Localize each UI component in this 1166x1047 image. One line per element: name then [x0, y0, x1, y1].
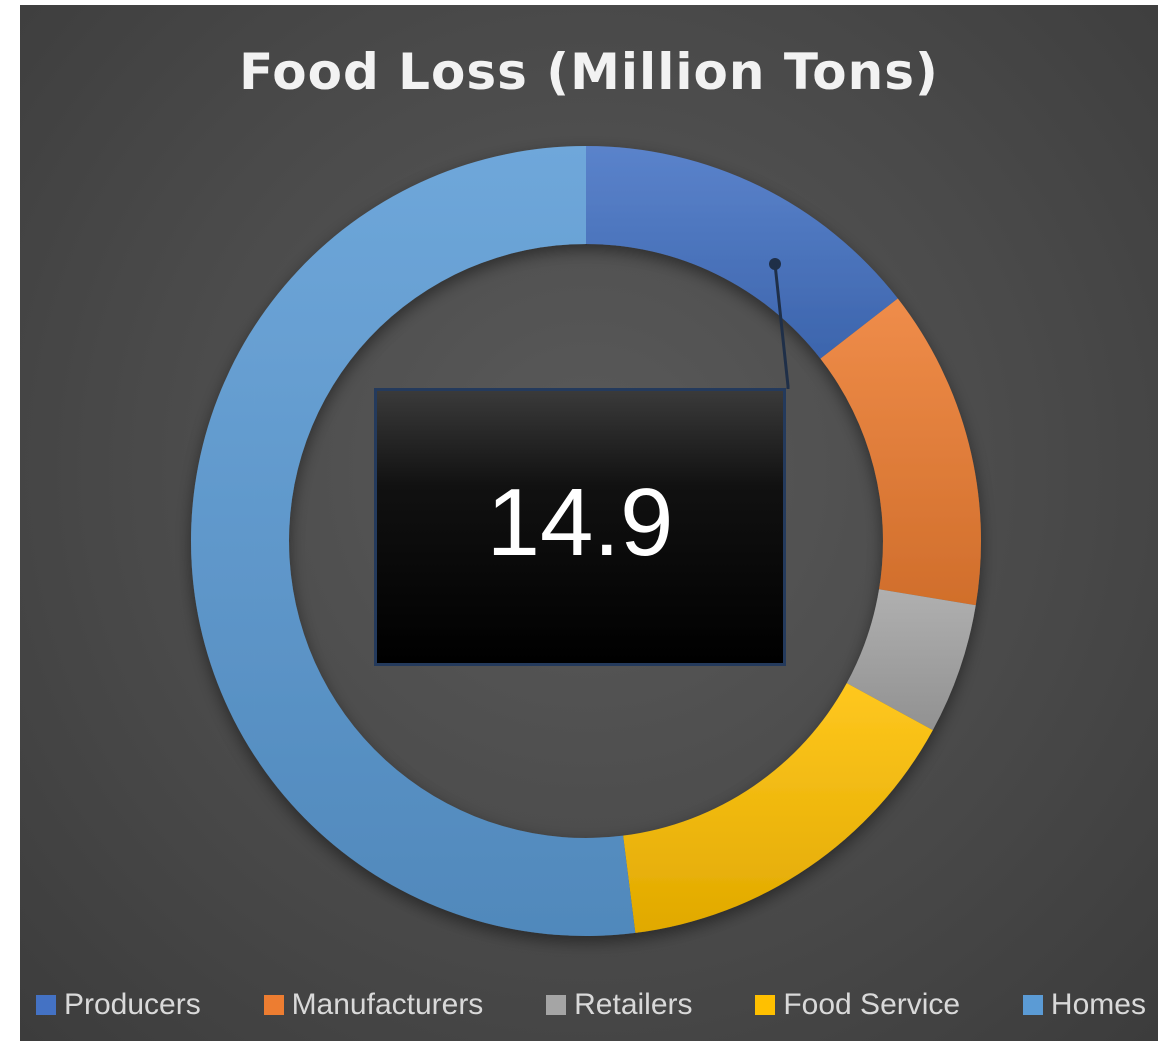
donut-slice-shading	[586, 146, 898, 359]
chart-area: Food Loss (Million Tons) 14.9 Producers M…	[20, 5, 1158, 1041]
donut-slice-shading	[846, 589, 976, 731]
leader-line	[773, 263, 790, 389]
legend-label: Homes	[1050, 988, 1146, 1021]
data-label-callout: 14.9	[374, 388, 786, 666]
legend-label: Manufacturers	[291, 988, 484, 1021]
legend-swatch	[1022, 995, 1043, 1015]
chart-title: Food Loss (Million Tons)	[239, 43, 939, 101]
donut-chart	[191, 146, 981, 936]
donut-slice-shading	[623, 683, 933, 933]
data-label-producers: 14.9	[486, 469, 674, 576]
legend-item-producers: Producers	[36, 988, 201, 1022]
legend-label: Retailers	[574, 988, 693, 1021]
legend-swatch	[755, 995, 776, 1015]
legend-item-food-service: Food Service	[755, 988, 960, 1022]
legend-label: Producers	[64, 988, 201, 1021]
data-label-leader-line	[769, 258, 790, 389]
legend-swatch	[546, 995, 567, 1015]
legend: Producers Manufacturers Retailers Food Serv…	[20, 980, 1158, 1030]
legend-item-retailers: Retailers	[546, 988, 693, 1022]
legend-label: Food Service	[783, 988, 961, 1021]
legend-item-manufacturers: Manufacturers	[263, 988, 484, 1022]
legend-swatch	[263, 995, 284, 1015]
donut-slice-shading	[191, 146, 636, 936]
legend-item-homes: Homes	[1022, 988, 1146, 1022]
legend-swatch	[36, 995, 56, 1015]
donut-slice-shading	[820, 298, 981, 606]
